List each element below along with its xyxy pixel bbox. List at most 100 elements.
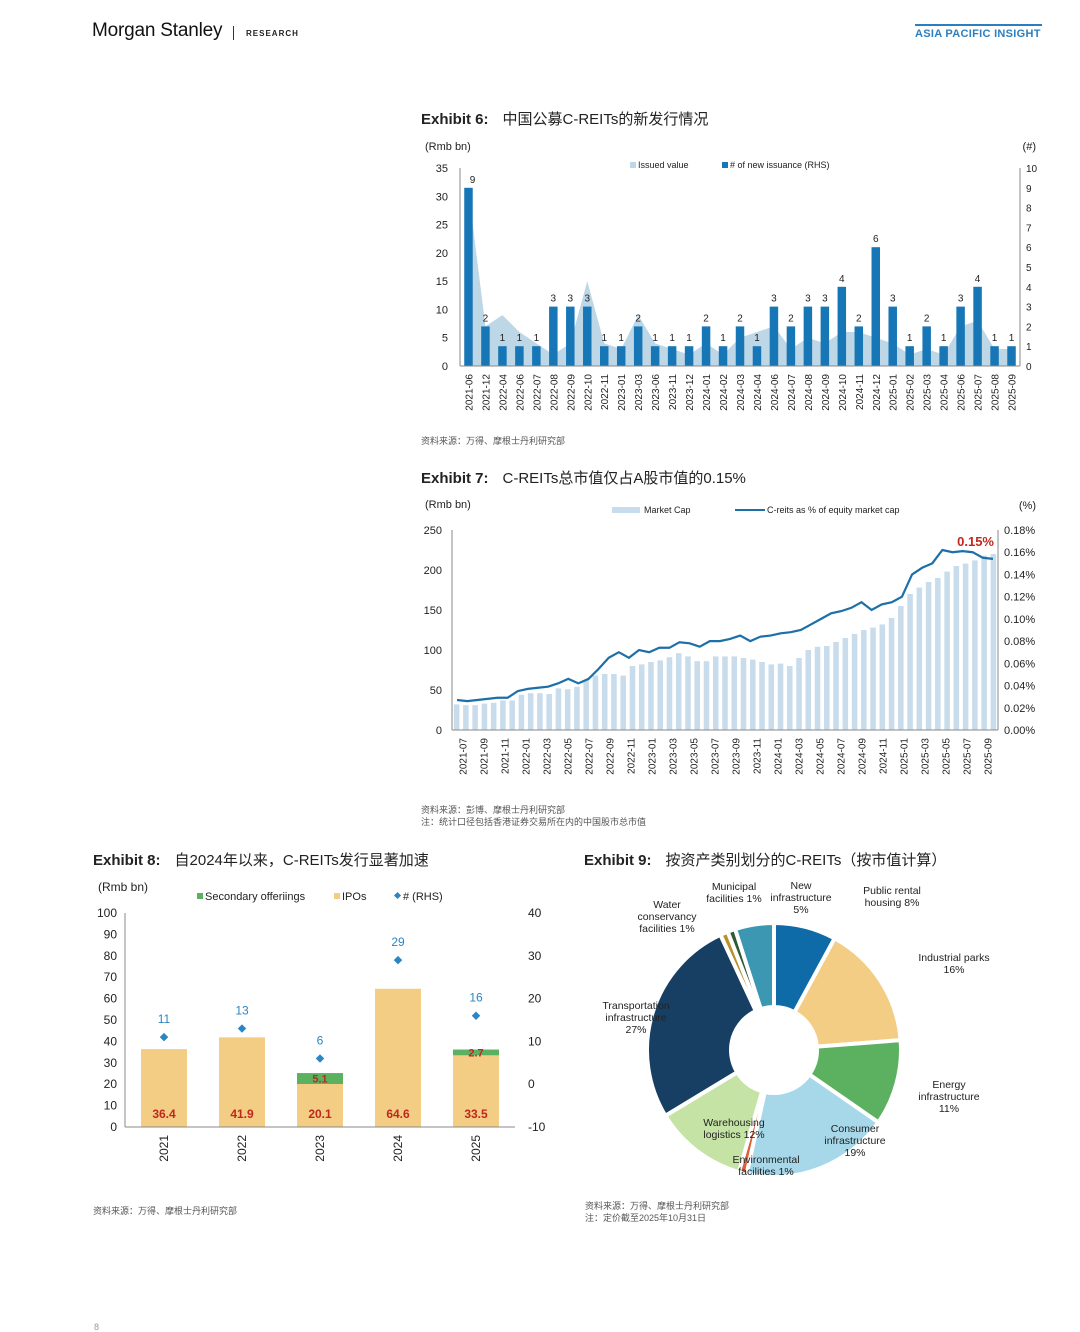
exhibit9-title: Exhibit 9: 按资产类别划分的C-REITs（按市值计算） [584,849,946,870]
ex9-label-energy: Energy [932,1079,966,1091]
exhibit6-chart: (Rmb bn) (#)05101520253035012345678910921… [425,141,1038,411]
ex6-bar-label: 3 [822,294,828,305]
exhibit7-label: Exhibit 7: [421,470,489,487]
ex7-y2-tick: 0.14% [1004,569,1035,581]
ex6-right-unit: (#) [1023,141,1036,153]
ex6-bar-label: 3 [771,294,777,305]
ex8-y2-tick: 30 [528,949,542,963]
ex8-count-label: 16 [469,991,483,1005]
ex6-y-tick: 35 [436,163,448,175]
ex7-market-cap-bar [694,661,701,730]
ex9-label-energy: infrastructure [918,1091,979,1103]
ex7-x-tick: 2024-09 [858,738,869,775]
ex8-ipo-bar [375,988,421,1127]
ex6-legend-issued: Issued value [638,160,689,170]
ex7-x-tick: 2023-01 [648,738,659,775]
ex7-market-cap-bar [824,646,830,730]
ex7-market-cap-bar [601,674,608,730]
ex6-issuance-bar [718,346,728,366]
ex6-x-tick: 2025-04 [940,374,951,411]
ex6-y2-tick: 6 [1026,243,1032,254]
ex7-market-cap-bar [518,694,525,730]
ex7-market-cap-bar [546,694,552,730]
ex6-x-tick: 2025-07 [974,374,985,411]
exhibit7-chart: (Rmb bn) (%) 0 50 100 150 200 250 0.00% 0.02% 0.04… [424,499,1036,775]
exhibit8-heading: 自2024年以来，C-REITs发行显著加速 [174,852,429,869]
ex7-market-cap-bar [851,634,858,730]
ex7-market-cap-bar [574,686,580,730]
ex6-issuance-bar [735,326,745,366]
ex7-market-cap-bar [527,693,534,730]
ex7-market-cap-bar [814,646,821,730]
ex8-y2-tick: 0 [528,1077,535,1091]
ex6-bar-label: 1 [941,333,947,344]
exhibit9-note: 注：定价截至2025年10月31日 [585,1213,707,1223]
ex6-bar-label: 2 [483,313,489,324]
ex9-label-water: facilities 1% [639,923,694,935]
ex6-x-tick: 2024-06 [770,374,781,411]
ex6-issuance-bar [820,306,830,366]
ex6-y2-tick: 4 [1026,283,1032,294]
ex7-market-cap-bar [935,578,941,730]
ex6-x-tick: 2025-03 [923,374,934,411]
ex6-x-tick: 2022-07 [532,374,543,411]
ex7-y2-tick: 0.06% [1004,658,1035,670]
ex8-y-tick: 0 [110,1120,117,1134]
ex7-y2-tick: 0.16% [1004,547,1035,559]
ex7-x-tick: 2025-09 [984,738,995,775]
ex8-y-tick: 70 [104,970,118,984]
ex8-ipo-bar [141,1049,187,1127]
ex7-market-cap-bar [944,571,950,730]
ex6-issuance-bar [600,346,609,366]
ex8-ipo-label: 36.4 [152,1107,176,1121]
ex8-y-tick: 40 [104,1034,118,1048]
ex7-market-cap-bar [879,624,886,730]
ex6-issuance-bar [888,306,897,366]
ex6-x-tick: 2023-06 [651,374,662,411]
ex8-secondary-label: 2.7 [468,1047,483,1059]
ex6-bar-label: 1 [720,333,726,344]
ex6-issuance-bar [549,306,558,366]
insight-rule [915,24,1042,26]
ex7-market-cap-bar [722,656,728,730]
ex7-right-unit: (%) [1019,500,1036,512]
ex6-bar-label: 3 [890,294,896,305]
ex6-bar-label: 2 [635,313,641,324]
exhibit7-title: Exhibit 7: C-REITs总市值仅占A股市值的0.15% [421,467,746,488]
ex6-x-tick: 2024-09 [821,374,832,411]
exhibit8-chart: (Rmb bn) 0 10 20 30 40 50 60 70 80 90 100 -10 0 10 20 30… [97,880,546,1162]
ex6-issuance-bar [803,306,813,366]
ex8-ipo-label: 20.1 [308,1107,332,1121]
ex7-x-tick: 2025-07 [963,738,974,775]
ex6-x-tick: 2023-11 [668,374,679,410]
ex8-ipo-label: 33.5 [464,1107,488,1121]
ex6-issuance-bar [786,326,796,366]
ex6-issuance-bar [616,346,626,366]
ex9-label-transportation: infrastructure [605,1012,666,1024]
ex7-x-tick: 2023-11 [753,738,764,774]
ex6-bar-label: 2 [737,313,743,324]
ex6-y2-tick: 7 [1026,223,1032,234]
exhibit9-label: Exhibit 9: [584,852,652,869]
ex9-label-water: Water [653,899,681,911]
ex8-ipo-bar [219,1037,265,1127]
ex6-y2-tick: 9 [1026,184,1032,195]
ex9-label-environmental: facilities 1% [738,1166,793,1178]
ex7-x-tick: 2024-03 [795,738,806,775]
ex7-market-cap-bar [907,594,913,730]
ex7-market-cap-bar [953,566,960,730]
ex8-secondary-bar [453,1049,499,1056]
ex7-x-tick: 2024-01 [774,738,785,775]
ex6-bar-label: 3 [568,294,574,305]
ex7-market-cap-bar [537,693,543,730]
ex6-y2-tick: 2 [1026,322,1032,333]
page-number: 8 [94,1322,100,1332]
ex7-y2-tick: 0.08% [1004,636,1035,648]
ex6-y-tick: 5 [442,333,448,345]
ex7-y2-tick: 0.00% [1004,725,1035,737]
ex7-x-tick: 2022-03 [543,738,554,775]
ex8-count-label: 29 [391,935,405,949]
ex6-legend-swatch-count [722,162,728,168]
ex6-issuance-bar [752,346,762,366]
ex6-issuance-bar [854,326,864,366]
